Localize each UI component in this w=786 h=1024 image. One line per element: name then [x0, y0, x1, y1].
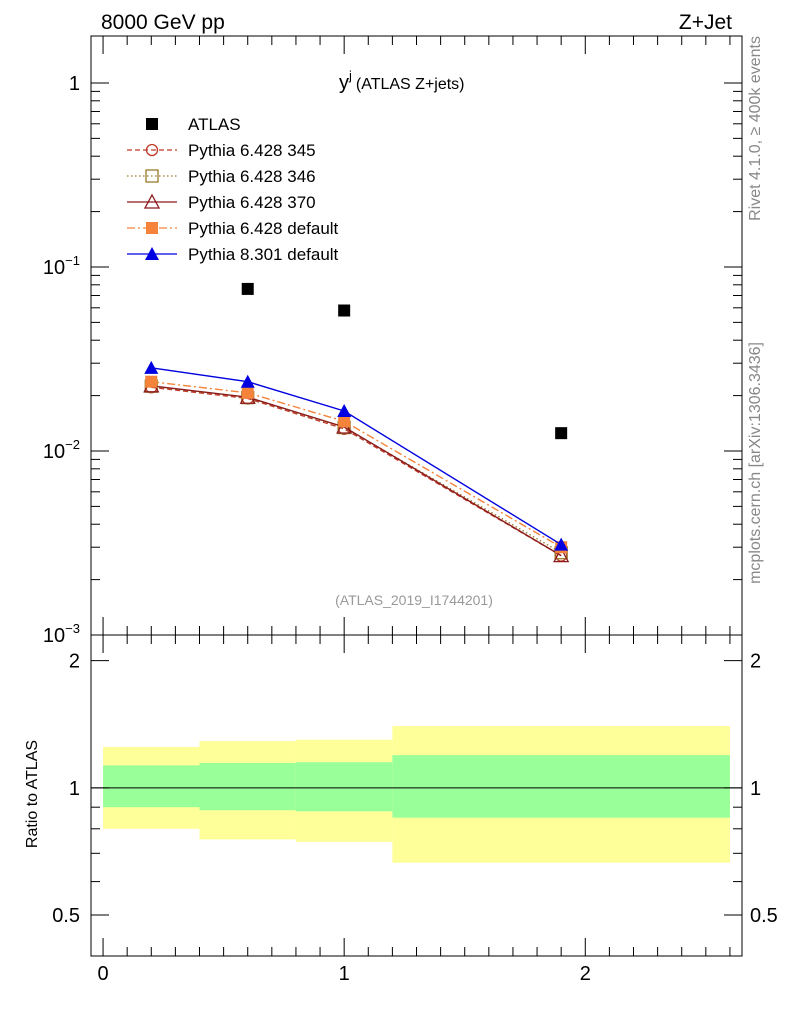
legend-item-p345: Pythia 6.428 345 — [127, 141, 316, 160]
main-ytick-label-0: 1 — [69, 73, 80, 95]
data-point-p8default-0 — [144, 360, 159, 374]
data-point-atlas-1 — [338, 304, 351, 317]
ratio-xtick-label-2: 2 — [580, 963, 591, 985]
ratio-ytick-label-left-0: 2 — [69, 651, 80, 673]
ratio-axes: 2 2 1 1 0.5 0.5 0 1 2 — [52, 635, 778, 985]
ratio-xtick-label-0: 0 — [97, 963, 108, 985]
plot-title: yj (ATLAS Z+jets) — [339, 68, 465, 94]
data-point-atlas-2 — [555, 427, 568, 440]
legend-item-p8default: Pythia 8.301 default — [127, 245, 339, 264]
legend-item-p346: Pythia 6.428 346 — [127, 167, 316, 186]
main-ytick-label-exp: −3 — [65, 621, 80, 636]
data-point-p6default-1 — [241, 386, 254, 399]
mcplots-label: mcplots.cern.ch [arXiv:1306.3436] — [747, 342, 764, 584]
main-ytick-label-exp: −2 — [65, 437, 80, 452]
ratio-band-inner-1 — [199, 763, 296, 811]
legend-label-p346: Pythia 6.428 346 — [188, 167, 316, 186]
ratio-ytick-label-right-2: 0.5 — [750, 905, 778, 927]
analysis-watermark: (ATLAS_2019_I1744201) — [335, 592, 493, 608]
data-point-p8default-1 — [240, 374, 255, 388]
legend-marker-p346 — [145, 169, 159, 183]
legend-label-p6default: Pythia 6.428 default — [188, 219, 339, 238]
header-right-label: Z+Jet — [679, 11, 732, 34]
plot-title-main: y — [339, 72, 349, 94]
legend-label-p370: Pythia 6.428 370 — [188, 193, 316, 212]
series-line-p370 — [151, 385, 562, 557]
series-line-p346 — [151, 385, 562, 554]
data-point-p6default-2 — [338, 415, 351, 428]
series-atlas — [241, 282, 568, 440]
data-point-p8default-3 — [554, 537, 569, 551]
main-ytick-label-3: 10−3 — [43, 621, 80, 647]
data-point-atlas-0 — [241, 282, 254, 295]
ratio-ylabel: Ratio to ATLAS — [24, 740, 41, 848]
ratio-bands — [91, 726, 742, 863]
legend-marker-p8default — [145, 247, 159, 260]
legend-label-p345: Pythia 6.428 345 — [188, 141, 316, 160]
data-point-p6default-0 — [145, 375, 158, 388]
ratio-ytick-label-right-0: 2 — [750, 651, 761, 673]
plot-title-rest: (ATLAS Z+jets) — [356, 76, 465, 93]
series-line-p6default — [151, 381, 562, 548]
legend-marker-atlas — [146, 118, 158, 130]
main-axes: 110−110−210−3 — [43, 36, 742, 647]
legend-label-p8default: Pythia 8.301 default — [188, 245, 339, 264]
ratio-band-inner-0 — [103, 765, 200, 808]
ratio-ytick-label-left-2: 0.5 — [52, 905, 80, 927]
rivet-label: Rivet 4.1.0, ≥ 400k events — [747, 36, 764, 221]
main-ytick-label-exp: −1 — [65, 253, 80, 268]
main-ytick-label-base: 10 — [43, 625, 65, 647]
legend-item-atlas: ATLAS — [146, 115, 241, 134]
plot-title-sup: j — [348, 68, 352, 83]
series-p345 — [145, 381, 568, 562]
legend-item-p370: Pythia 6.428 370 — [127, 193, 316, 212]
header-left-label: 8000 GeV pp — [101, 11, 225, 34]
legend-label-atlas: ATLAS — [188, 115, 241, 134]
data-point-p8default-2 — [337, 403, 352, 417]
legend-marker-p370 — [143, 193, 161, 209]
ratio-ytick-label-right-1: 1 — [750, 778, 761, 800]
ratio-band-inner-2 — [295, 762, 393, 812]
main-series — [143, 282, 570, 563]
legend: ATLAS Pythia 6.428 345 Pythia 6.428 346 Pyt… — [127, 115, 339, 264]
series-p346 — [144, 379, 568, 560]
ratio-xtick-label-1: 1 — [339, 963, 350, 985]
series-p6default — [145, 375, 568, 554]
legend-item-p6default: Pythia 6.428 default — [127, 219, 339, 238]
data-point-p370-3 — [553, 547, 570, 563]
series-p8default — [144, 360, 569, 551]
ratio-ytick-label-left-1: 1 — [69, 778, 80, 800]
main-ytick-label-base: 10 — [43, 441, 65, 463]
legend-marker-p345 — [145, 143, 159, 157]
series-line-p8default — [151, 367, 562, 546]
main-ytick-label-2: 10−2 — [43, 437, 80, 463]
series-line-p345 — [151, 386, 562, 557]
series-p370 — [143, 377, 570, 563]
main-ytick-label-base: 10 — [43, 257, 65, 279]
main-ytick-label-1: 10−1 — [43, 253, 80, 279]
ratio-band-inner-3 — [392, 755, 730, 818]
legend-marker-p6default — [146, 222, 158, 234]
